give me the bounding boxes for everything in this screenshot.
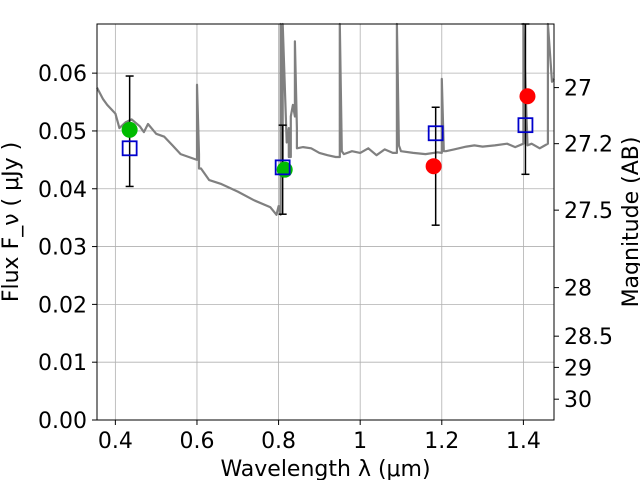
y-tick-label: 0.03 [38,236,87,261]
x-tick-label: 1.2 [424,429,459,454]
x-tick-label: 0.6 [179,429,214,454]
y2-tick-label: 27 [564,77,592,102]
data-point-circle [121,121,138,138]
data-point-square [121,140,138,157]
x-axis-title: Wavelength λ (μm) [220,457,430,480]
y-tick-label: 0.00 [38,409,87,434]
x-tick-label: 0.4 [98,429,133,454]
data-point-square [517,117,534,134]
y2-axis-title: Magnitude (AB) [619,137,640,308]
y2-tick-label: 28 [564,277,592,302]
x-tick-label: 0.8 [261,429,296,454]
model-spectrum-line [96,22,555,216]
x-tick-label: 1.4 [506,429,541,454]
y2-axis-ticks: 27 27.2 27.5 28 28.5 29 30 [554,77,613,413]
y2-tick-label: 27.2 [564,133,613,158]
y-tick-label: 0.05 [38,120,87,145]
y2-tick-label: 27.5 [564,199,613,224]
markers-layer [121,88,536,178]
y-tick-label: 0.04 [38,178,87,203]
data-point-circle [519,88,536,105]
data-point-circle [425,158,442,175]
y-tick-label: 0.06 [38,62,87,87]
data-point-square [274,159,291,176]
y-tick-label: 0.02 [38,293,87,318]
y-tick-label: 0.01 [38,351,87,376]
model-spectrum-layer [96,22,555,216]
y2-tick-label: 28.5 [564,325,613,350]
plot-area-frame [96,23,555,421]
grid-lines [97,24,554,421]
y-axis-title: Flux F_ν ( μJy ) [0,142,24,302]
x-axis-ticks: 0.4 0.6 0.8 1 1.2 1.4 [98,420,541,454]
x-tick-label: 1 [353,429,367,454]
y-axis-ticks: 0.00 0.01 0.02 0.03 0.04 0.05 0.06 [38,62,97,434]
data-point-square [427,125,444,142]
y2-tick-label: 29 [564,356,592,381]
y2-tick-label: 30 [564,388,592,413]
error-bars-layer [125,23,530,226]
